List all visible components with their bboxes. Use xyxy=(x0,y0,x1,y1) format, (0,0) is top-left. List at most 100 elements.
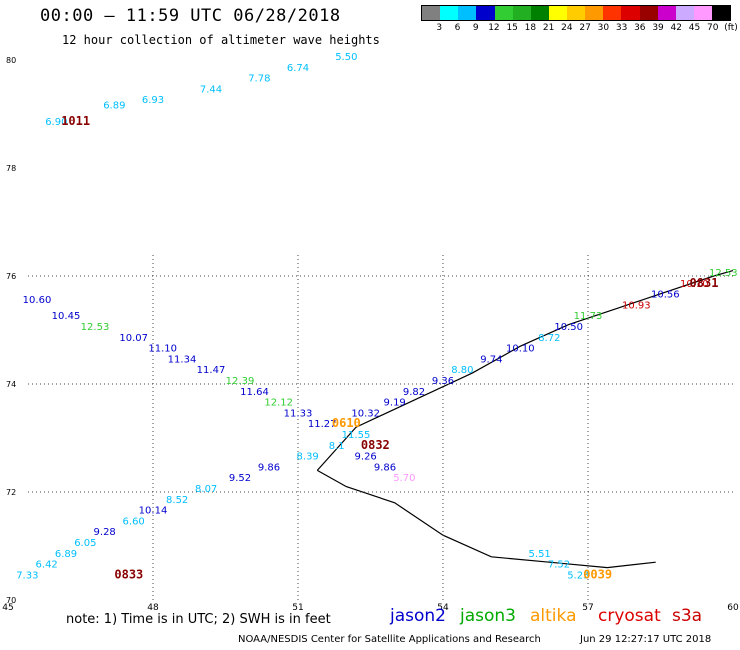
legend-label: 42 xyxy=(670,23,683,33)
coastline-0 xyxy=(316,270,734,471)
lon-tick-label: 45 xyxy=(2,603,13,613)
legend-swatch xyxy=(440,6,459,20)
lat-tick-label: 76 xyxy=(6,272,16,281)
legend-swatch xyxy=(621,6,640,20)
pass-time-label: 0039 xyxy=(583,567,612,581)
pass-time-label: 1011 xyxy=(61,114,90,128)
wave-height-label: 9.28 xyxy=(94,527,116,538)
wave-height-label: 9.19 xyxy=(384,398,406,409)
wave-height-label: 10.10 xyxy=(680,279,709,290)
wave-height-label: 11.64 xyxy=(240,387,269,398)
satellite-jason3: jason3 xyxy=(460,606,516,626)
wave-height-label: 6.90 xyxy=(45,117,67,128)
wave-height-label: 10.07 xyxy=(119,333,148,344)
wave-height-label: 5.51 xyxy=(529,549,551,560)
legend-label: 27 xyxy=(579,23,591,33)
satellite-cryosat: cryosat xyxy=(598,606,661,626)
legend-label: 18 xyxy=(524,23,537,33)
wave-height-label: 9.86 xyxy=(374,462,396,473)
legend-swatch xyxy=(675,6,694,20)
lat-tick-label: 74 xyxy=(6,380,16,389)
legend-label: 12 xyxy=(488,23,500,33)
wave-height-label: 8.39 xyxy=(297,452,319,463)
legend-swatch xyxy=(567,6,586,20)
legend-label: 70 xyxy=(707,23,719,33)
legend-label: 15 xyxy=(506,23,518,33)
wave-height-label: 11.34 xyxy=(168,354,197,365)
lon-tick-label: 48 xyxy=(147,603,159,613)
legend-labels: 3 6 9 12 15 18 21 24 27 30 33 36 39 42 45 70 (ft) xyxy=(421,21,737,35)
wave-height-label: 9.86 xyxy=(258,462,280,473)
legend-swatch xyxy=(657,6,676,20)
wave-height-label: 10.93 xyxy=(622,300,651,311)
legend-swatch xyxy=(476,6,495,20)
legend-label: 33 xyxy=(615,23,628,33)
wave-height-label: 6.93 xyxy=(142,95,164,106)
pass-time-label: 0831 xyxy=(690,276,719,290)
legend-swatch xyxy=(494,6,513,20)
wave-height-label: 12.53 xyxy=(81,322,110,333)
lon-tick-label: 51 xyxy=(292,603,303,613)
wave-height-label: 10.10 xyxy=(506,344,535,355)
lon-tick-label: 60 xyxy=(727,603,739,613)
wave-height-label: 9.82 xyxy=(403,387,425,398)
wave-height-label: 5.70 xyxy=(393,473,415,484)
legend-label: 9 xyxy=(472,23,479,33)
generated-timestamp: Jun 29 12:27:17 UTC 2018 xyxy=(580,634,712,645)
legend-label: 21 xyxy=(542,23,555,33)
satellite-altika: altika xyxy=(530,606,577,626)
legend-swatch xyxy=(530,6,549,20)
legend-label: 39 xyxy=(652,23,664,33)
wave-height-label: 11.47 xyxy=(197,365,226,376)
legend-swatch xyxy=(693,6,712,20)
wave-height-label: 9.52 xyxy=(229,473,251,484)
legend-label: 3 xyxy=(436,23,443,33)
wave-height-label: 10.32 xyxy=(351,408,380,419)
lon-tick-label: 57 xyxy=(582,603,593,613)
wave-height-label: 11.33 xyxy=(284,408,313,419)
credit-line: NOAA/NESDIS Center for Satellite Applica… xyxy=(238,634,541,645)
lat-tick-label: 70 xyxy=(6,596,16,605)
wave-height-label: 12.39 xyxy=(226,376,255,387)
wave-height-label: 9.26 xyxy=(355,452,377,463)
wave-height-label: 6.05 xyxy=(74,538,96,549)
wave-height-label: 7.33 xyxy=(16,570,38,581)
legend-label: (ft) xyxy=(724,23,738,33)
legend-label: 36 xyxy=(634,23,646,33)
map-title: 00:00 – 11:59 UTC 06/28/2018 xyxy=(40,6,341,26)
wave-height-label: 12.12 xyxy=(264,398,293,409)
lon-tick-label: 54 xyxy=(437,603,449,613)
lat-tick-label: 78 xyxy=(6,164,16,173)
wave-height-label: 6.60 xyxy=(123,516,145,527)
wave-height-label: 9.36 xyxy=(432,376,454,387)
satellite-s3a: s3a xyxy=(672,606,703,626)
legend-swatch xyxy=(712,6,731,20)
pass-time-label: 0833 xyxy=(114,567,143,581)
wave-height-label: 7.44 xyxy=(200,84,222,95)
legend-swatches xyxy=(421,5,731,21)
map-subtitle: 12 hour collection of altimeter wave hei… xyxy=(62,33,380,47)
legend-swatch xyxy=(639,6,658,20)
wave-height-label: 6.42 xyxy=(36,560,58,571)
wave-height-label: 6.89 xyxy=(103,101,125,112)
legend-swatch xyxy=(422,6,441,20)
wave-height-label: 5.23 xyxy=(567,570,589,581)
wave-height-label: 8.52 xyxy=(166,495,188,506)
legend-swatch xyxy=(458,6,477,20)
wave-height-label: 10.60 xyxy=(23,295,52,306)
pass-time-label: 0832 xyxy=(361,438,390,452)
wave-height-label: 5.50 xyxy=(335,52,357,63)
wave-height-label: 8.1 xyxy=(329,441,345,452)
wave-height-label: 7.78 xyxy=(248,74,270,85)
wave-height-label: 12.53 xyxy=(709,268,738,279)
legend-label: 6 xyxy=(454,23,461,33)
footer-note: note: 1) Time is in UTC; 2) SWH is in fe… xyxy=(66,612,331,627)
wave-height-label: 10.50 xyxy=(554,322,583,333)
lat-tick-label: 72 xyxy=(6,488,16,497)
wave-height-label: 6.89 xyxy=(55,549,77,560)
legend-label: 24 xyxy=(561,23,573,33)
wave-height-label: 10.45 xyxy=(52,311,81,322)
wave-height-label: 7.52 xyxy=(548,560,570,571)
wave-height-label: 8.80 xyxy=(451,365,473,376)
